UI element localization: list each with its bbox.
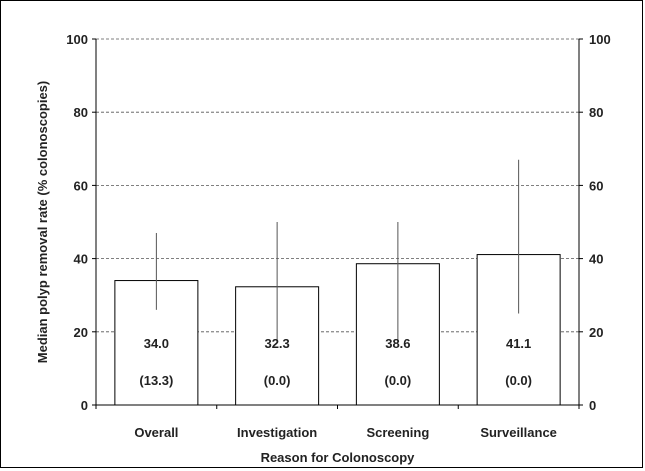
left-tick-label: 60 (74, 178, 88, 193)
category-label: Overall (134, 425, 178, 440)
y-axis-title: Median polyp removal rate (% colonoscopi… (35, 81, 50, 363)
left-tick-label: 40 (74, 252, 88, 267)
value-label: 32.3 (264, 336, 289, 351)
right-tick-label: 60 (589, 178, 603, 193)
right-tick-label: 20 (589, 325, 603, 340)
category-label: Screening (366, 425, 429, 440)
label-layer: 0 0 20 20 40 40 60 60 80 80 100 100 34.0 (13.3) Overal… (66, 32, 610, 440)
secondary-label: (13.3) (139, 373, 173, 388)
left-tick-label: 0 (81, 398, 88, 413)
right-tick-label: 0 (589, 398, 596, 413)
value-label: 38.6 (385, 336, 410, 351)
bar-layer (114, 254, 561, 406)
error-bar-layer (155, 159, 520, 343)
value-label: 41.1 (506, 336, 531, 351)
left-tick-label: 20 (74, 325, 88, 340)
secondary-label: (0.0) (505, 373, 532, 388)
left-tick-label: 100 (66, 32, 88, 47)
category-label: Surveillance (480, 425, 557, 440)
axis-layer (92, 38, 583, 409)
category-label: Investigation (237, 425, 317, 440)
secondary-label: (0.0) (264, 373, 291, 388)
right-tick-label: 80 (589, 105, 603, 120)
right-tick-label: 40 (589, 252, 603, 267)
secondary-label: (0.0) (385, 373, 412, 388)
x-axis-title: Reason for Colonoscopy (261, 450, 416, 465)
right-tick-label: 100 (589, 32, 611, 47)
left-tick-label: 80 (74, 105, 88, 120)
value-label: 34.0 (144, 336, 169, 351)
